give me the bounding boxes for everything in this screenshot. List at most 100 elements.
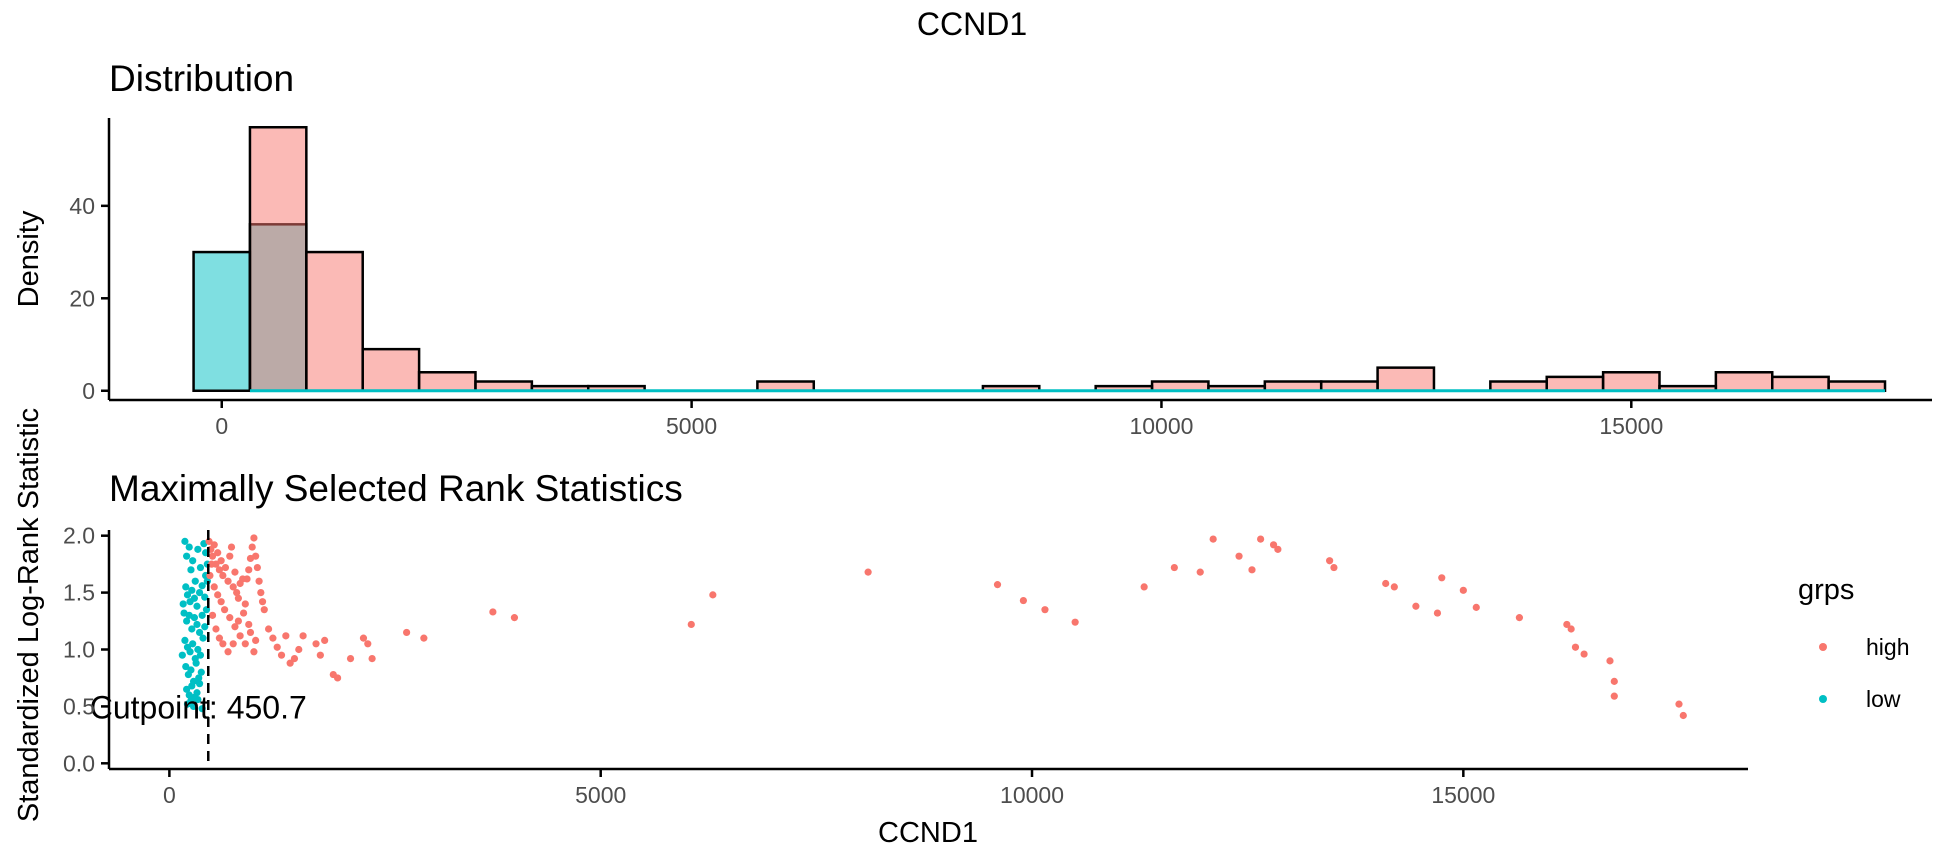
scatter-point-high-24 xyxy=(250,534,258,542)
scatter-x-tick-label: 0 xyxy=(163,782,176,808)
scatter-point-high-91 xyxy=(1382,579,1390,588)
scatter-point-low-54 xyxy=(198,705,206,713)
scatter-point-high-8 xyxy=(219,571,227,580)
legend-title: grps xyxy=(1798,574,1854,606)
scatter-point-high-64 xyxy=(333,674,342,682)
scatter-point-low-26 xyxy=(195,628,204,637)
scatter-point-low-52 xyxy=(189,702,198,711)
scatter-point-high-36 xyxy=(236,632,244,640)
scatter-point-high-82 xyxy=(1196,568,1204,576)
scatter-point-low-13 xyxy=(188,586,196,594)
scatter-point-low-43 xyxy=(197,668,205,676)
scatter-point-high-20 xyxy=(243,575,251,583)
scatter-point-high-40 xyxy=(208,611,217,619)
scatter-point-high-11 xyxy=(226,552,234,560)
scatter-point-high-56 xyxy=(286,659,294,667)
scatter-point-high-15 xyxy=(233,588,241,597)
scatter-point-high-43 xyxy=(219,640,227,648)
scatter-point-high-70 xyxy=(420,634,428,642)
scatter-point-high-71 xyxy=(489,608,497,616)
scatter-point-high-33 xyxy=(220,606,229,614)
scatter-point-high-78 xyxy=(1041,606,1049,614)
scatter-x-tick-label: 5000 xyxy=(575,782,626,808)
scatter-point-high-47 xyxy=(239,609,248,617)
scatter-point-low-25 xyxy=(193,620,201,629)
histogram-bar-high-23 xyxy=(1545,375,1605,393)
scatter-point-low-35 xyxy=(196,651,205,659)
scatter-point-high-6 xyxy=(215,566,224,574)
scatter-point-high-29 xyxy=(258,598,267,606)
scatter-point-high-3 xyxy=(210,541,218,549)
scatter-point-high-49 xyxy=(252,636,260,644)
scatter-point-high-21 xyxy=(245,566,253,574)
scatter-point-low-29 xyxy=(181,636,189,644)
scatter-point-high-74 xyxy=(709,591,717,599)
scatter-point-high-5 xyxy=(214,549,222,557)
scatter-point-high-104 xyxy=(1610,677,1618,685)
scatter-point-high-105 xyxy=(1610,692,1618,700)
scatter-point-high-80 xyxy=(1140,583,1148,591)
scatter-point-high-25 xyxy=(252,552,260,560)
scatter-point-low-48 xyxy=(193,689,201,697)
distribution-panel: Distribution 0 5000 10000 15000 0 20 40 Densi… xyxy=(13,58,1932,439)
scatter-point-low-10 xyxy=(182,583,190,591)
scatter-point-high-97 xyxy=(1472,603,1480,611)
scatter-point-high-37 xyxy=(241,640,249,648)
scatter-point-high-95 xyxy=(1438,574,1446,582)
scatter-point-high-102 xyxy=(1580,650,1588,658)
distribution-x-tick-label: 0 xyxy=(215,413,228,439)
scatter-point-high-67 xyxy=(364,640,372,648)
scatter-point-high-106 xyxy=(1675,700,1683,708)
histogram-bar-high-1 xyxy=(305,250,364,393)
distribution-x-tick-label: 5000 xyxy=(666,413,717,439)
scatter-point-high-52 xyxy=(269,634,277,642)
scatter-point-low-5 xyxy=(191,577,199,585)
scatter-point-low-44 xyxy=(183,685,191,693)
histogram-high-bars xyxy=(248,125,1887,393)
scatter-point-high-57 xyxy=(290,655,299,663)
scatter-point-low-53 xyxy=(194,695,202,704)
rank-statistics-panel-title: Maximally Selected Rank Statistics xyxy=(109,468,683,509)
distribution-y-axis-title: Density xyxy=(13,210,45,307)
scatter-point-high-98 xyxy=(1515,614,1524,622)
scatter-point-high-75 xyxy=(864,568,872,576)
scatter-point-high-72 xyxy=(510,614,519,622)
scatter-point-high-53 xyxy=(273,643,281,651)
scatter-point-high-66 xyxy=(359,634,368,642)
scatter-point-high-35 xyxy=(231,623,239,631)
scatter-point-low-24 xyxy=(190,614,199,622)
scatter-point-high-59 xyxy=(299,632,307,640)
scatter-x-axis-title: CCND1 xyxy=(878,817,978,849)
scatter-point-high-93 xyxy=(1412,602,1420,610)
scatter-point-high-92 xyxy=(1390,583,1398,591)
scatter-point-high-55 xyxy=(282,632,290,640)
histogram-bar-high-2 xyxy=(361,347,421,393)
scatter-point-low-7 xyxy=(196,563,205,572)
scatter-point-low-11 xyxy=(183,591,192,599)
chart-title: CCND1 xyxy=(917,6,1027,42)
scatter-point-low-28 xyxy=(201,623,209,631)
scatter-point-high-10 xyxy=(224,577,232,585)
scatter-point-high-46 xyxy=(234,617,242,625)
scatter-point-high-62 xyxy=(321,636,329,644)
scatter-points xyxy=(178,534,1687,720)
scatter-point-high-26 xyxy=(253,563,261,572)
scatter-point-high-48 xyxy=(245,620,253,629)
scatter-point-low-31 xyxy=(186,648,194,656)
scatter-y-tick-label: 1.0 xyxy=(63,637,95,663)
distribution-y-tick-label: 40 xyxy=(69,193,95,219)
scatter-point-low-21 xyxy=(183,617,191,625)
scatter-x-tick-label: 10000 xyxy=(1000,782,1064,808)
distribution-y-tick-label: 20 xyxy=(69,285,95,311)
scatter-point-high-81 xyxy=(1170,563,1178,572)
scatter-point-high-12 xyxy=(227,543,236,551)
distribution-x-tick-label: 10000 xyxy=(1129,413,1193,439)
scatter-point-low-6 xyxy=(194,545,202,553)
scatter-point-high-7 xyxy=(217,557,225,565)
scatter-point-high-87 xyxy=(1269,541,1278,549)
scatter-point-high-103 xyxy=(1606,657,1614,665)
scatter-point-high-96 xyxy=(1459,586,1467,594)
histogram-bar-high-0 xyxy=(248,125,308,393)
scatter-point-high-60 xyxy=(312,640,320,648)
